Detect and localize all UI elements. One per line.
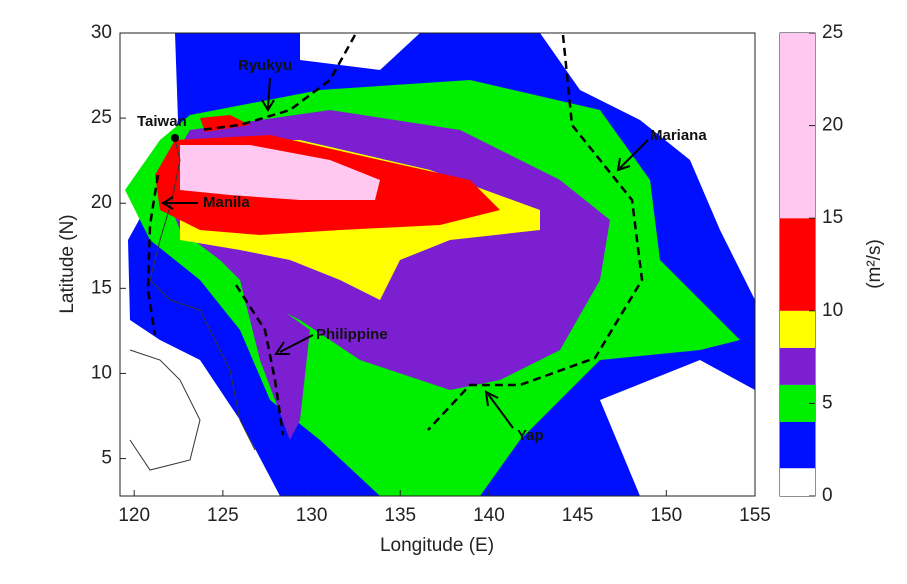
- mariana-yap-line: [427, 34, 644, 431]
- annotation: Yap: [517, 427, 544, 444]
- colorbar-tick-label: 10: [822, 300, 843, 321]
- y-tick-label: 5: [101, 448, 112, 469]
- y-tick-label: 10: [91, 362, 112, 383]
- field-white: [540, 33, 755, 300]
- field-white: [300, 33, 420, 70]
- coastline: [129, 139, 256, 471]
- x-tick-label: 135: [384, 505, 416, 526]
- x-axis-label: Longitude (E): [380, 535, 494, 556]
- x-tick-label: 120: [118, 505, 150, 526]
- y-tick-label: 20: [91, 192, 112, 213]
- philippine-line: [234, 284, 285, 436]
- annotation: Taiwan: [137, 113, 187, 130]
- x-tick-label: 145: [562, 505, 594, 526]
- x-tick-label: 125: [207, 505, 239, 526]
- field-white: [600, 360, 755, 496]
- colorbar-segment: [780, 347, 815, 385]
- annotation: Manila: [203, 194, 250, 211]
- taiwan-marker: [171, 134, 179, 142]
- plot-frame: [119, 32, 756, 497]
- annotation: Philippine: [316, 326, 388, 343]
- colorbar-tick-label: 0: [822, 485, 833, 506]
- field-red: [200, 115, 250, 132]
- y-tick-label: 15: [91, 277, 112, 298]
- x-tick-label: 150: [650, 505, 682, 526]
- colorbar-segment: [780, 310, 815, 348]
- annotation: Mariana: [650, 127, 707, 144]
- field: [120, 33, 755, 496]
- colorbar-tick-label: 25: [822, 22, 843, 43]
- colorbar-label: (m²/s): [864, 239, 885, 289]
- colorbar-tick-label: 5: [822, 392, 833, 413]
- y-axis-label: Latitude (N): [57, 214, 78, 313]
- x-tick-label: 155: [739, 505, 771, 526]
- manila-line: [146, 174, 160, 336]
- y-tick-label: 25: [91, 107, 112, 128]
- colorbar-segment: [780, 468, 815, 496]
- colorbar-segment: [780, 421, 815, 469]
- x-tick-label: 130: [296, 505, 328, 526]
- colorbar-segment: [780, 218, 815, 311]
- annotation: Ryukyu: [238, 57, 292, 74]
- colorbar-tick-label: 15: [822, 207, 843, 228]
- y-tick-label: 30: [91, 22, 112, 43]
- colorbar-tick-label: 20: [822, 115, 843, 136]
- arrows: [161, 77, 649, 429]
- x-tick-label: 140: [473, 505, 505, 526]
- field-pink: [180, 145, 380, 200]
